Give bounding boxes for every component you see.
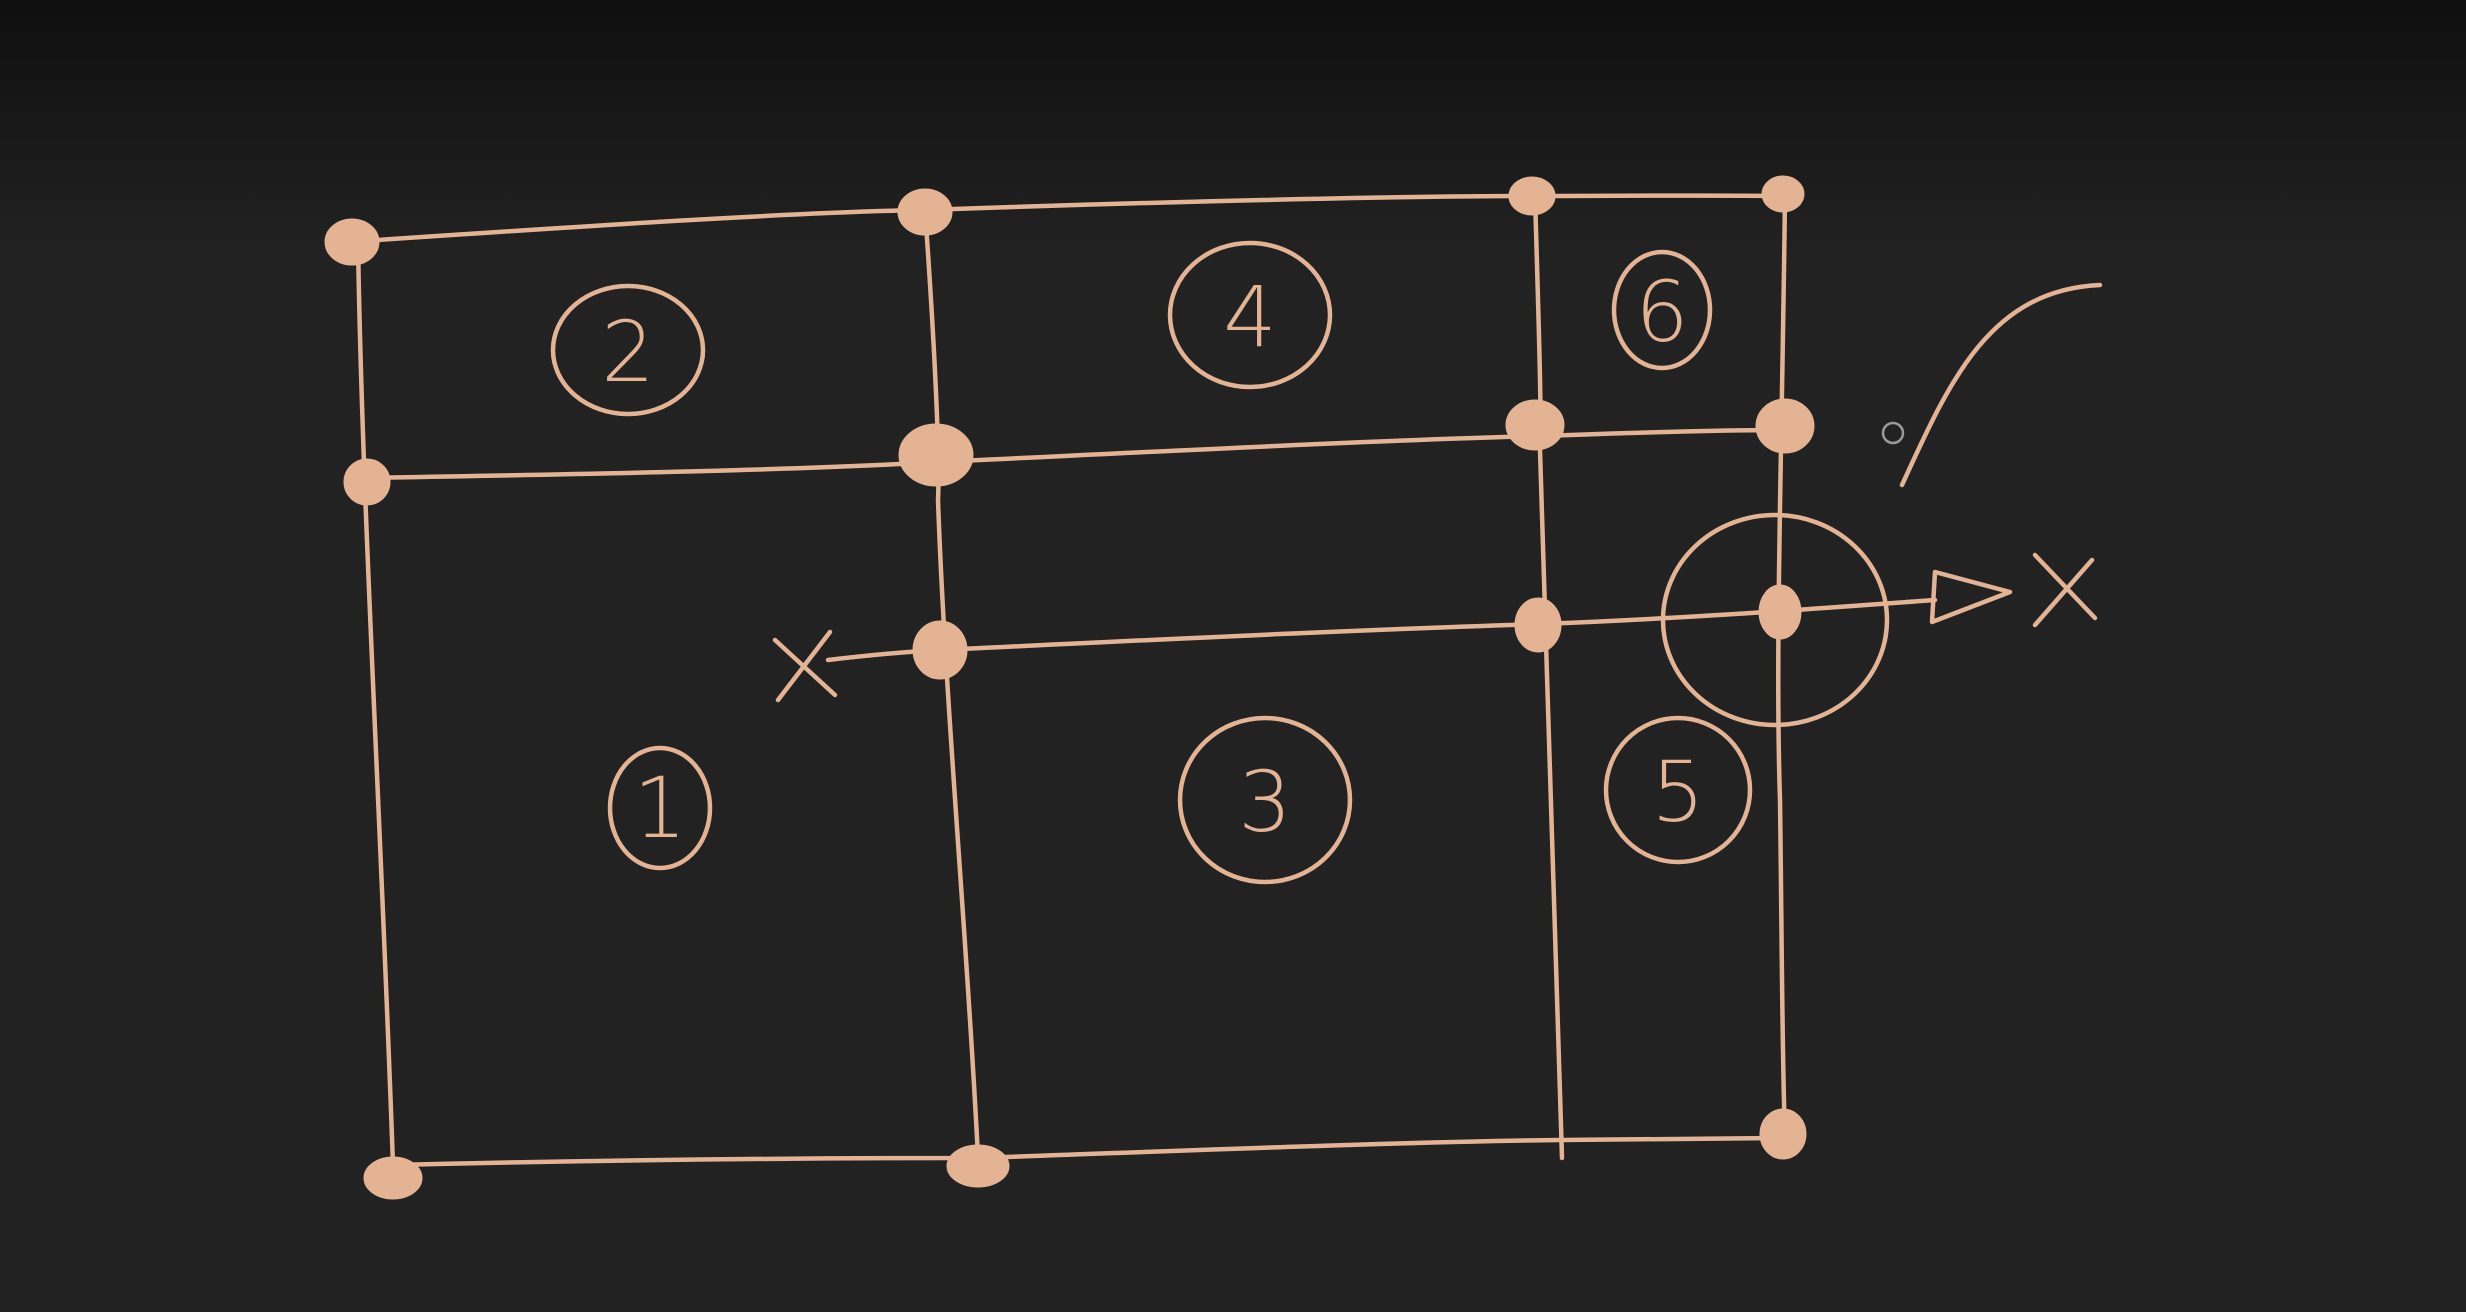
- x-mark: [772, 629, 838, 703]
- vertex-point: [912, 620, 968, 680]
- column-divider-1-line: [922, 207, 981, 1161]
- vertical-lines: [355, 193, 1788, 1168]
- vertex-point: [1755, 398, 1815, 454]
- label-circle: [550, 283, 706, 417]
- vertex-point: [1761, 175, 1805, 213]
- region-number: 2: [601, 303, 654, 401]
- vertex-point: [1514, 597, 1562, 653]
- vertex-point: [897, 188, 953, 236]
- x-mark: [2032, 552, 2098, 628]
- region-number: 6: [1635, 263, 1688, 361]
- vertex-point: [343, 458, 391, 506]
- region-number: 1: [633, 759, 686, 857]
- vertex-point: [363, 1156, 423, 1200]
- vertex-point: [324, 218, 380, 266]
- left-edge-line: [355, 239, 396, 1168]
- region-number: 4: [1223, 268, 1276, 366]
- region-label-1: 1: [607, 745, 713, 871]
- right-edge-line: [1776, 193, 1788, 1141]
- label-circle: [607, 745, 713, 871]
- region-label-5: 5: [1603, 715, 1753, 865]
- vertex-point: [1759, 1108, 1807, 1160]
- top-edge-line: [345, 193, 1788, 245]
- label-circle: [1603, 715, 1753, 865]
- upper-divider-line: [355, 427, 1788, 481]
- vertex-point: [898, 423, 974, 487]
- arc-stroke: [1899, 282, 2103, 488]
- pen-cursor-icon: [1881, 421, 1905, 445]
- arrowhead-icon: [1929, 569, 2013, 625]
- vertex-point: [1758, 584, 1802, 640]
- region-label-4: 4: [1167, 240, 1333, 390]
- region-label-2: 2: [550, 283, 706, 417]
- label-circle: [1167, 240, 1333, 390]
- horizontal-lines: [345, 193, 1938, 1168]
- ray-markers: [772, 512, 2098, 728]
- vertex-point: [1505, 399, 1565, 451]
- highlight-circle: [1660, 512, 1890, 728]
- region-number: 5: [1651, 743, 1704, 841]
- vertex-point: [946, 1144, 1010, 1188]
- vertex-point: [1508, 176, 1556, 216]
- column-divider-2-line: [1532, 193, 1565, 1161]
- label-circle: [1177, 715, 1353, 885]
- region-label-6: 6: [1611, 249, 1713, 371]
- bottom-edge-line: [390, 1135, 1788, 1168]
- intersection-points: [324, 175, 1815, 1200]
- region-label-3: 3: [1177, 715, 1353, 885]
- region-labels: 1 2 3 4 5 6: [550, 240, 1753, 885]
- label-circle: [1611, 249, 1713, 371]
- region-number: 3: [1238, 753, 1291, 851]
